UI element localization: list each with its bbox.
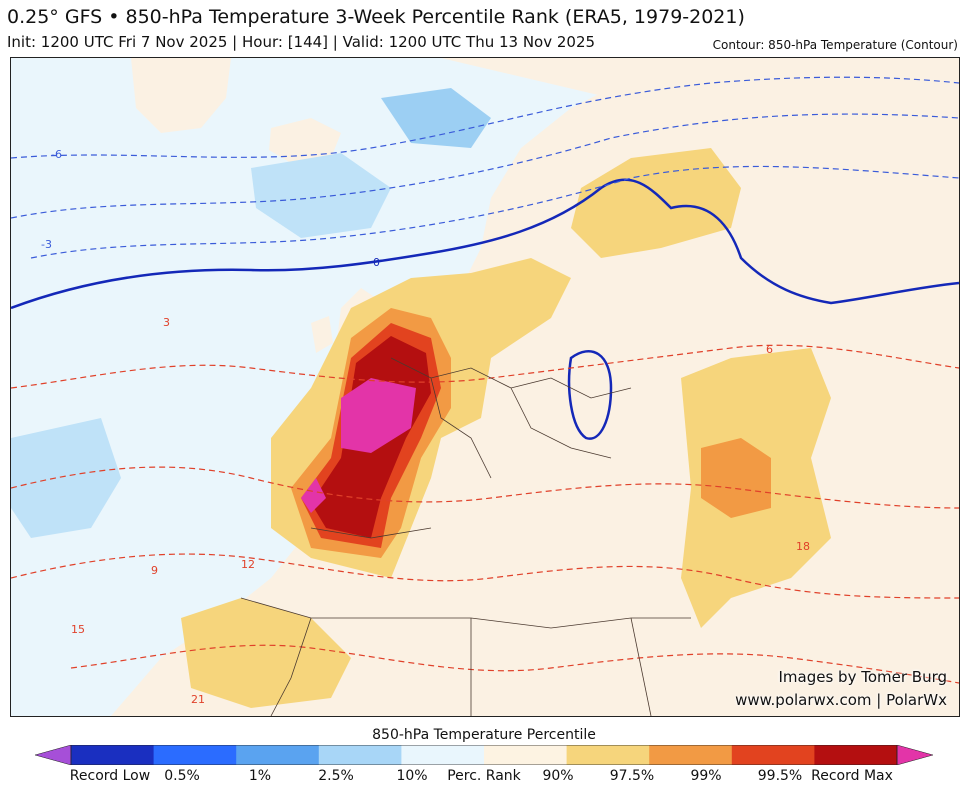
colorbar-label: Perc. Rank <box>447 768 521 784</box>
colorbar-label: 10% <box>396 768 428 784</box>
colorbar-label: 99.5% <box>757 768 803 784</box>
land-iceland <box>269 118 341 163</box>
contour-label: -6 <box>51 148 62 161</box>
contour-label: -3 <box>41 238 52 251</box>
colorbar-labels: Record Low 0.5% 1% 2.5% 10% Perc. Rank 9… <box>0 768 968 788</box>
colorbar-segment <box>401 745 485 765</box>
record-max-iberia <box>301 478 326 513</box>
warm-anomaly-90-russia <box>571 148 741 258</box>
cold-contours <box>11 76 959 259</box>
land-greenland <box>131 58 231 133</box>
colorbar-segment <box>35 745 72 765</box>
contour-label: 21 <box>191 693 205 706</box>
contour-label: 3 <box>163 316 170 329</box>
contour-label: 18 <box>796 540 810 553</box>
land-scandinavia <box>481 78 651 288</box>
colorbar-segment <box>814 745 898 765</box>
colorbar-segment <box>318 745 402 765</box>
contour-note: Contour: 850-hPa Temperature (Contour) <box>712 38 958 52</box>
chart-subtitle: Init: 1200 UTC Fri 7 Nov 2025 | Hour: [1… <box>7 33 596 51</box>
cold-anomaly-mid-atlantic <box>11 418 121 538</box>
contour-label: 6 <box>766 343 773 356</box>
warm-anomaly-97-caucasus <box>701 438 771 518</box>
colorbar-label: Record Max <box>811 768 893 784</box>
colorbar-label: 2.5% <box>318 768 354 784</box>
contour-zero-line <box>11 178 959 310</box>
colorbar-segment <box>896 745 933 765</box>
map-panel: -6 -3 0 3 6 9 12 15 18 21 Images by Tome… <box>10 57 960 717</box>
contour-label: 12 <box>241 558 255 571</box>
colorbar-label: 90% <box>542 768 574 784</box>
contour-label: 15 <box>71 623 85 636</box>
colorbar-label: 99% <box>690 768 722 784</box>
colorbar-segment <box>649 745 733 765</box>
country-borders <box>240 357 691 716</box>
contour-labels: -6 -3 0 3 6 9 12 15 18 21 <box>41 148 810 706</box>
contour-label: 0 <box>373 256 380 269</box>
colorbar-label: 0.5% <box>164 768 200 784</box>
chart-title: 0.25° GFS • 850-hPa Temperature 3-Week P… <box>7 6 745 28</box>
colorbar-segment <box>731 745 815 765</box>
colorbar-label: Record Low <box>69 768 151 784</box>
contour-zero-loop <box>567 350 613 440</box>
colorbar-label: 1% <box>248 768 272 784</box>
record-max-france <box>341 378 416 453</box>
colorbar-segment <box>484 745 568 765</box>
colorbar <box>35 745 933 765</box>
map-canvas: -6 -3 0 3 6 9 12 15 18 21 <box>11 58 959 716</box>
colorbar-segment <box>236 745 320 765</box>
colorbar-label: 97.5% <box>609 768 655 784</box>
colorbar-segment <box>153 745 237 765</box>
credit-author: Images by Tomer Burg <box>778 668 947 686</box>
cold-anomaly-norwegian-sea <box>381 88 491 148</box>
colorbar-segment <box>566 745 650 765</box>
credit-website: www.polarwx.com | PolarWx <box>735 691 947 709</box>
cold-anomaly-north-atlantic <box>251 153 391 238</box>
contour-label: 9 <box>151 564 158 577</box>
colorbar-outline <box>70 745 898 765</box>
colorbar-segment <box>71 745 155 765</box>
colorbar-title: 850-hPa Temperature Percentile <box>372 727 596 743</box>
